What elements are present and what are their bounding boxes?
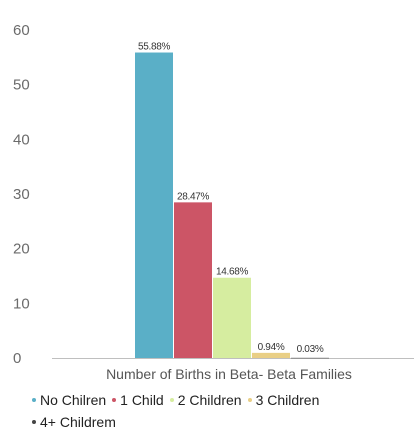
y-tick-label: 10 [13,295,30,312]
x-category-label: Number of Births in Beta- Beta Families [106,366,352,382]
bar [291,357,329,359]
legend-item: 3 Children [247,389,320,411]
legend-label: 4+ Childrem [40,414,116,430]
y-tick-label: 40 [13,131,30,148]
legend-label: 2 Children [177,392,242,408]
legend-swatch [32,420,36,425]
bar [213,277,251,358]
data-label: 55.88% [138,42,171,53]
data-label: 14.68% [216,267,249,278]
legend-item: 1 Child [112,389,164,411]
legend-label: 3 Children [255,392,320,408]
y-tick-label: 50 [13,77,30,94]
legend-swatch [169,398,174,403]
legend-label: 1 Child [120,392,164,408]
data-label: 0.03% [297,344,324,355]
bars [135,52,329,359]
y-tick-label: 60 [13,22,30,39]
legend-item: 2 Children [169,389,242,411]
y-tick-label: 20 [13,241,30,258]
data-label: 28.47% [177,191,210,202]
bar [252,352,290,358]
legend-swatch [32,398,36,403]
data-labels: 55.88% 28.47% 14.68% 0.94% 0.03% [138,42,324,355]
y-tick-label: 0 [13,350,21,367]
bar [174,202,212,358]
legend-item: 4+ Childrem [32,411,116,433]
legend-swatch [112,398,117,403]
y-axis-ticks: 0 10 20 30 40 50 60 [13,22,30,367]
bar-chart: 0 10 20 30 40 50 60 55.88% 28.47% 14.68% 0.94% 0.0… [13,22,414,382]
data-label: 0.94% [258,342,285,353]
legend-swatch [247,398,252,403]
legend-item: No Chilren [32,389,106,411]
y-tick-label: 30 [13,186,30,203]
legend-label: No Chilren [40,392,107,408]
bar [135,52,173,358]
legend: No Chilren 1 Child 2 Children 3 Children 4+ … [32,389,408,433]
